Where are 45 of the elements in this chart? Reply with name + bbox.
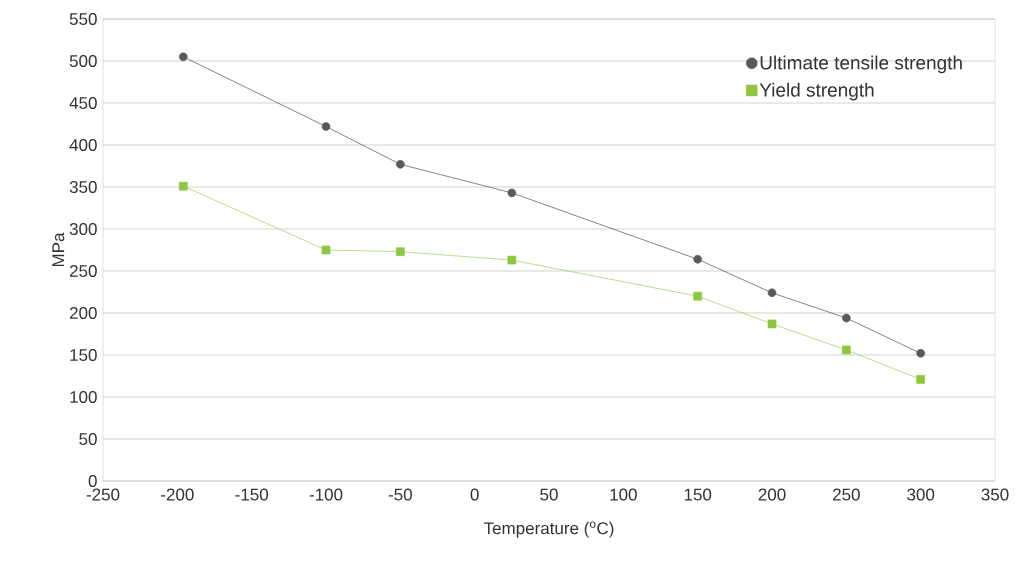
x-axis-title: Temperature ($^{o}$C) xyxy=(483,521,614,538)
x-tick-label: 150 xyxy=(684,488,712,501)
x-tick-label: -200 xyxy=(161,488,194,501)
point xyxy=(507,188,517,198)
point xyxy=(321,245,331,255)
point xyxy=(916,375,925,384)
legend-label: Yield strength xyxy=(759,82,874,101)
y-tick-label: 500 xyxy=(69,54,97,68)
point xyxy=(693,254,702,264)
y-tick-label: 400 xyxy=(69,138,97,152)
y-tick-label: 350 xyxy=(69,180,97,194)
point xyxy=(842,313,851,323)
point xyxy=(178,52,188,62)
point xyxy=(916,349,925,358)
y-tick-label: 250 xyxy=(69,264,97,278)
legend-label: Ultimate tensile strength xyxy=(760,55,962,74)
x-tick-label: 0 xyxy=(470,488,479,501)
x-tick-label: 300 xyxy=(907,488,935,501)
y-tick-label: 200 xyxy=(69,306,97,320)
y-tick-label: 50 xyxy=(79,432,97,446)
x-tick-label: -100 xyxy=(309,488,343,501)
point xyxy=(767,319,777,329)
y-tick-label: 0 xyxy=(88,474,97,488)
x-tick-label: -250 xyxy=(86,488,120,501)
x-tick-label: -150 xyxy=(235,488,269,501)
y-tick-label: 100 xyxy=(70,390,97,404)
point xyxy=(507,255,517,265)
x-tick-label: 50 xyxy=(540,488,558,501)
y-tick-label: 150 xyxy=(70,348,97,362)
x-tick-label: 200 xyxy=(758,488,786,501)
x-tick-label: -50 xyxy=(388,488,412,501)
point xyxy=(396,160,405,169)
point xyxy=(321,122,331,131)
y-tick-label: 450 xyxy=(69,96,97,110)
x-tick-label: 350 xyxy=(981,488,1009,501)
point xyxy=(396,247,405,256)
point xyxy=(178,181,188,191)
point xyxy=(767,288,777,298)
point xyxy=(693,291,702,301)
y-axis-title: MPa xyxy=(52,232,65,267)
y-tick-label: 300 xyxy=(69,222,97,236)
point xyxy=(842,345,851,355)
x-tick-label: 250 xyxy=(833,488,860,501)
y-tick-label: 550 xyxy=(69,12,97,26)
x-tick-label: 100 xyxy=(610,488,637,501)
